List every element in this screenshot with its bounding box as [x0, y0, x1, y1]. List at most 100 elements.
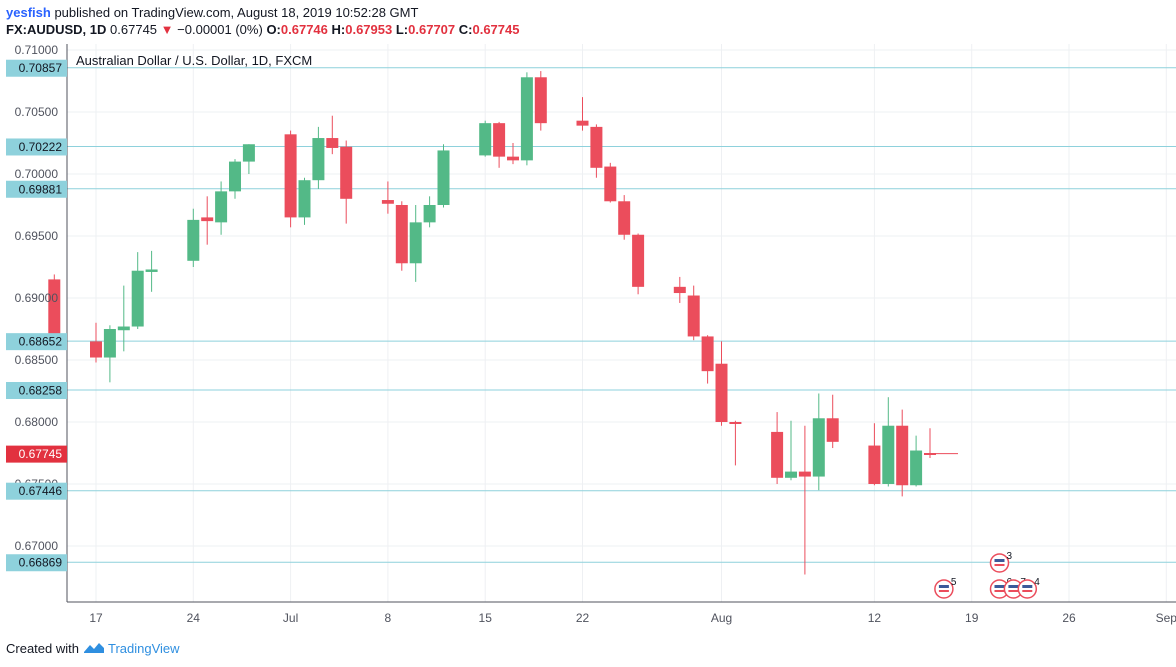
candle-body	[493, 123, 506, 157]
candle-body	[312, 138, 325, 181]
candle-body	[131, 270, 144, 327]
level-label: 0.69881	[19, 182, 63, 196]
price-tick-label: 0.70000	[15, 167, 59, 181]
candle-body	[187, 219, 200, 261]
candle-body	[201, 217, 214, 222]
event-flag-icon	[1017, 579, 1038, 599]
candle-body	[673, 286, 686, 294]
candle-body	[701, 336, 714, 372]
time-tick-label: 19	[965, 611, 979, 625]
candle-body	[910, 450, 923, 486]
candle-body	[229, 161, 241, 192]
last-price-label-bg	[6, 445, 67, 463]
close-label: C:	[458, 22, 473, 37]
published-text: published on TradingView.com, August 18,…	[54, 5, 419, 20]
candle-body	[868, 445, 881, 484]
candle-body	[729, 422, 742, 424]
level-label-bg	[6, 180, 67, 198]
candle-body	[534, 77, 547, 124]
candle-body	[576, 120, 589, 126]
level-label-bg	[6, 382, 67, 400]
candle-body	[90, 341, 102, 358]
time-tick-label: Aug	[711, 611, 732, 625]
time-tick-label: 15	[479, 611, 493, 625]
candle-body	[423, 205, 436, 223]
candle-body	[507, 156, 519, 161]
candle-body	[117, 326, 130, 331]
created-with-label: Created with	[6, 641, 79, 656]
event-markers: 56374	[934, 551, 1040, 599]
level-label-bg	[6, 333, 67, 351]
down-arrow-icon: ▼	[160, 22, 174, 37]
level-label: 0.66869	[19, 556, 63, 570]
event-count: 5	[951, 577, 957, 588]
tradingview-brand[interactable]: TradingView	[108, 641, 180, 656]
event-flag-stripe	[994, 590, 1005, 592]
event-flag-stripe	[938, 585, 949, 588]
price-tick-label: 0.69500	[15, 229, 59, 243]
price-tick-label: 0.68500	[15, 353, 59, 367]
level-label-bg	[6, 554, 67, 572]
event-flag-stripe	[1008, 590, 1019, 592]
level-label: 0.67446	[19, 484, 63, 498]
candle-body	[882, 425, 895, 484]
level-label-bg	[6, 482, 67, 500]
open-value: 0.67746	[280, 22, 328, 37]
last-price-label: 0.67745	[19, 447, 63, 461]
candle-body	[715, 363, 728, 422]
level-label-bg	[6, 138, 67, 156]
level-label-bg	[6, 59, 67, 77]
level-labels: 0.70857 0.70222 0.69881 0.68652 0.68258 0.674…	[6, 59, 67, 572]
time-tick-label: Jul	[283, 611, 298, 625]
candle-body	[771, 431, 784, 478]
candle-body	[520, 77, 533, 161]
level-label: 0.70857	[19, 61, 63, 75]
horizontal-levels	[67, 67, 1176, 563]
event-flag-stripe	[994, 564, 1005, 566]
candle-body	[632, 234, 645, 287]
price-axis-labels: 0.71000 0.70500 0.70000 0.69500 0.69000 0.685…	[15, 43, 59, 553]
event-flag-stripe	[1008, 585, 1019, 588]
event-flag-stripe	[994, 585, 1005, 588]
high-value: 0.67953	[345, 22, 393, 37]
time-tick-label: Sep	[1156, 611, 1176, 625]
event-flag-stripe	[994, 559, 1005, 562]
time-axis-labels: 17 24 Jul 8 15 22 Aug 12 19 26 Sep	[89, 611, 1176, 625]
author-name[interactable]: yesfish	[6, 5, 51, 20]
candle-body	[590, 126, 603, 168]
chart-title: Australian Dollar / U.S. Dollar, 1D, FXC…	[76, 53, 312, 68]
candle-body	[395, 205, 408, 264]
candle-body	[215, 191, 228, 223]
low-value: 0.67707	[408, 22, 456, 37]
last-price: 0.67745	[110, 22, 158, 37]
candle-body	[437, 150, 450, 205]
price-tick-label: 0.67000	[15, 539, 59, 553]
candle-body	[826, 418, 839, 442]
time-tick-label: 26	[1062, 611, 1076, 625]
price-tick-label: 0.69000	[15, 291, 59, 305]
candle-body	[896, 425, 909, 486]
candle-body	[284, 134, 297, 218]
event-flag-icon	[934, 579, 954, 599]
close-value: 0.67745	[472, 22, 520, 37]
publish-header: yesfish published on TradingView.com, Au…	[6, 5, 418, 20]
level-label: 0.68258	[19, 384, 63, 398]
event-flag-stripe	[1022, 590, 1033, 592]
low-label: L:	[395, 22, 409, 37]
event-count: 4	[1034, 577, 1040, 588]
price-tick-label: 0.70500	[15, 105, 59, 119]
candlestick-chart[interactable]: 0.71000 0.70500 0.70000 0.69500 0.69000 0.685…	[0, 0, 1176, 640]
candle-body	[409, 222, 422, 264]
price-change: −0.00001 (0%)	[177, 22, 263, 37]
candle-body	[618, 201, 631, 235]
time-tick-label: 8	[385, 611, 392, 625]
candle-body	[812, 418, 825, 477]
ticker-line: FX:AUDUSD, 1D 0.67745 ▼ −0.00001 (0%) O:…	[6, 22, 519, 37]
tradingview-logo-icon	[83, 643, 104, 653]
candle-body	[798, 471, 811, 477]
level-label: 0.68652	[19, 335, 63, 349]
open-label: O:	[266, 22, 281, 37]
high-label: H:	[331, 22, 346, 37]
candle-body	[48, 279, 61, 339]
level-label: 0.70222	[19, 140, 63, 154]
